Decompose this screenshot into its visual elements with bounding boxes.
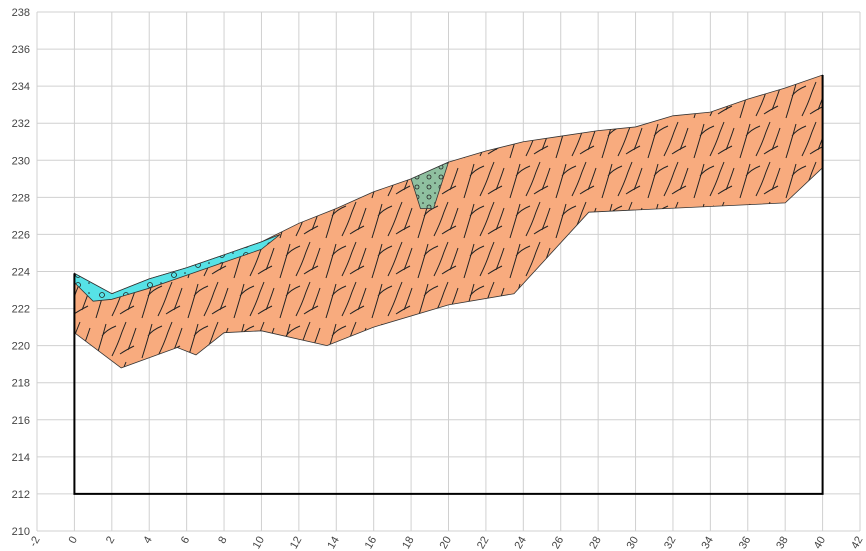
y-tick-label: 224 [12,267,30,279]
x-tick-label: 38 [774,535,791,551]
y-tick-label: 228 [12,192,30,204]
y-tick-label: 236 [12,44,30,56]
x-tick-label: 12 [288,535,305,551]
x-tick-label: 26 [550,535,567,551]
x-tick-label: 28 [587,535,604,551]
x-tick-label: 20 [438,535,455,551]
page: {"chart_data": {"type": "section", "xlim… [0,0,866,551]
y-tick-label: 222 [12,304,30,316]
x-tick-label: 14 [325,535,342,551]
y-tick-label: 216 [12,415,30,427]
y-tick-label: 230 [12,155,30,167]
x-tick-label: 2 [104,535,117,546]
x-tick-label: 16 [363,535,380,551]
y-tick-label: 238 [12,7,30,19]
x-tick-label: 10 [251,535,268,551]
y-tick-label: 214 [12,452,30,464]
x-tick-label: 36 [737,535,754,551]
y-tick-label: 212 [12,489,30,501]
y-tick-label: 226 [12,229,30,241]
x-tick-label: 18 [400,535,417,551]
y-tick-label: 232 [12,118,30,130]
y-tick-label: 234 [12,81,30,93]
y-tick-label: 220 [12,341,30,353]
y-tick-label: 210 [12,526,30,538]
x-tick-label: 30 [625,535,642,551]
x-tick-label: 6 [179,535,192,546]
x-tick-label: 40 [812,535,829,551]
x-tick-label: 42 [849,535,866,551]
x-tick-label: 0 [67,535,80,546]
chart: 2102122142162182202222242262282302322342… [0,0,866,551]
x-tick-label: 22 [475,535,492,551]
y-tick-label: 218 [12,378,30,390]
x-tick-label: 8 [216,535,229,546]
x-tick-label: 24 [512,535,529,551]
x-tick-label: 34 [699,535,716,551]
x-tick-label: 4 [141,535,154,546]
x-tick-label: 32 [662,535,679,551]
